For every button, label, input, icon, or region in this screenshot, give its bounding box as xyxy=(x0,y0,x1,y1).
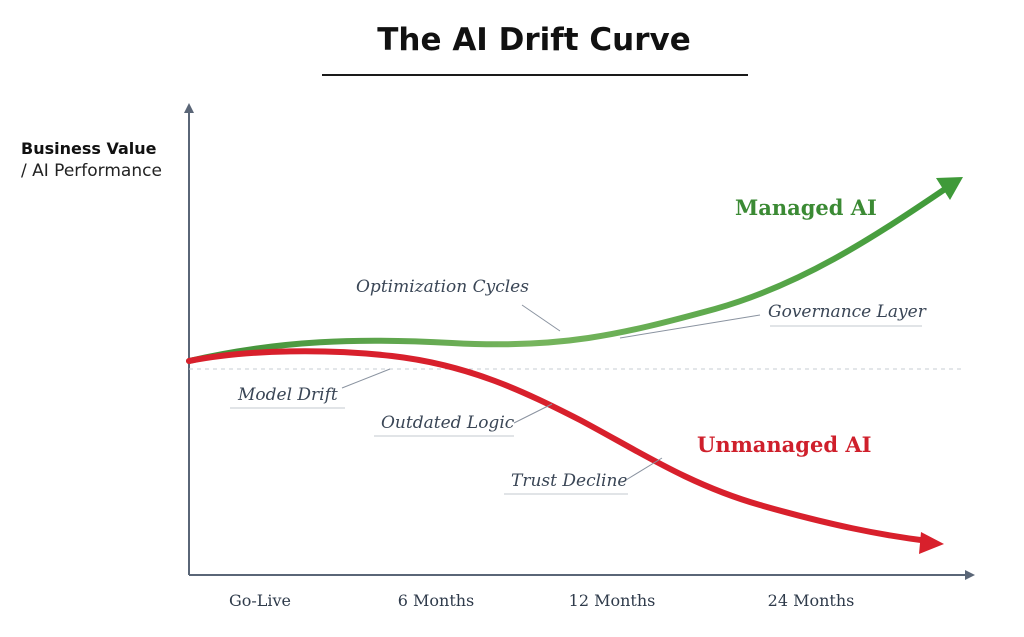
annotation-leader-governance xyxy=(619,314,761,339)
annotation-leader-model-drift xyxy=(341,368,391,389)
series-line-managed xyxy=(186,184,951,364)
x-tick-labels: Go-Live 6 Months 12 Months 24 Months xyxy=(229,591,854,610)
series-managed: Managed AI xyxy=(186,177,963,364)
series-arrowhead-managed xyxy=(936,177,963,200)
series-label-unmanaged: Unmanaged AI xyxy=(697,432,871,457)
series-label-managed: Managed AI xyxy=(735,195,877,220)
annotation-model-drift: Model Drift xyxy=(237,385,338,405)
annotation-trust-decline: Trust Decline xyxy=(511,471,627,491)
x-tick-24-months: 24 Months xyxy=(768,591,855,610)
y-axis-label-line-2: / AI Performance xyxy=(21,161,162,181)
annotations: Optimization Cycles Governance Layer Mod… xyxy=(230,277,927,495)
x-tick-12-months: 12 Months xyxy=(569,591,656,610)
x-tick-go-live: Go-Live xyxy=(229,591,291,610)
series-unmanaged: Unmanaged AI xyxy=(186,348,944,554)
x-tick-6-months: 6 Months xyxy=(398,591,475,610)
y-axis-label-line-1: Business Value xyxy=(21,139,157,158)
annotation-governance-layer: Governance Layer xyxy=(768,302,927,322)
annotation-leader-outdated-logic xyxy=(513,403,553,424)
annotation-outdated-logic: Outdated Logic xyxy=(381,413,515,433)
annotation-leader-optimization xyxy=(521,304,561,332)
series-arrowhead-unmanaged xyxy=(919,532,944,554)
chart-title: The AI Drift Curve xyxy=(377,22,691,58)
annotation-optimization-cycles: Optimization Cycles xyxy=(356,277,529,297)
annotation-leader-trust-decline xyxy=(625,457,663,481)
title-underline xyxy=(322,74,748,76)
series-line-unmanaged xyxy=(186,348,931,544)
